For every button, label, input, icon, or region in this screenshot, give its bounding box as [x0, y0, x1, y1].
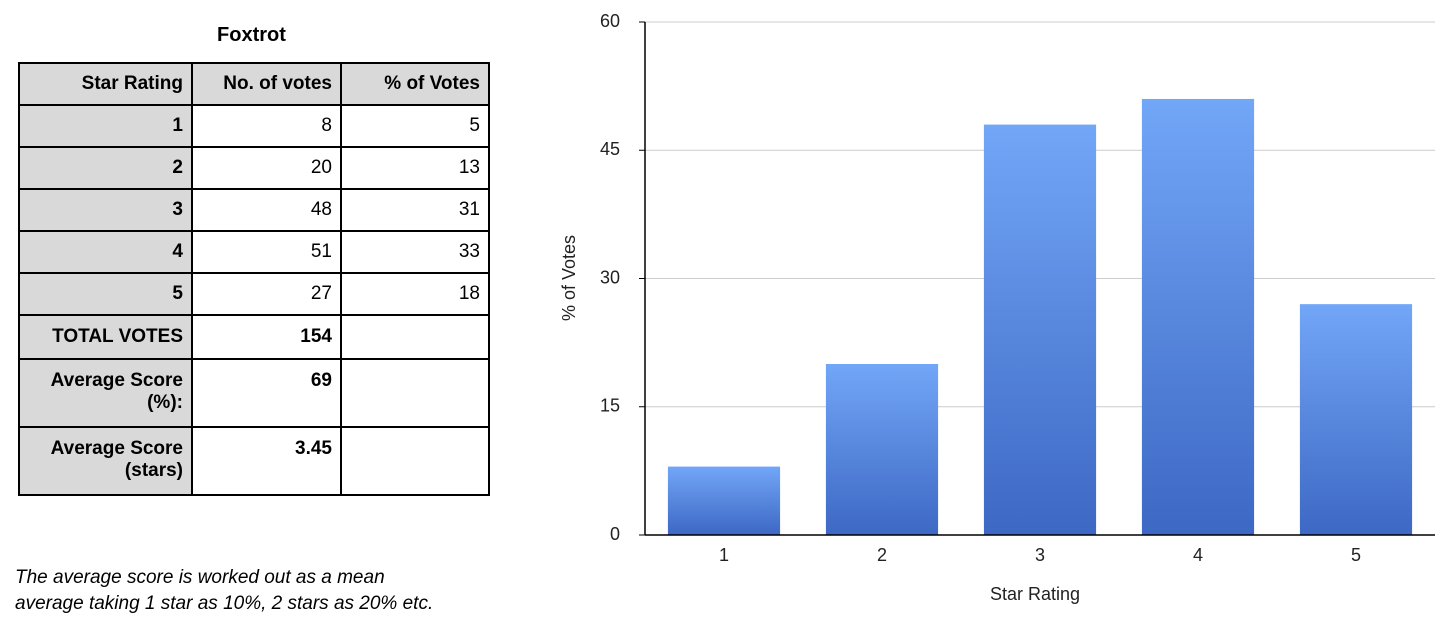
table-row: TOTAL VOTES 154: [18, 314, 490, 360]
table-cell: 13: [340, 146, 490, 190]
table-cell: 18: [340, 272, 490, 316]
table-cell: 4: [18, 230, 193, 274]
y-tick-label: 45: [600, 139, 620, 159]
table-cell: Average Score (%):: [18, 358, 193, 428]
table-row: 2 20 13: [18, 146, 490, 190]
table-cell: 5: [340, 104, 490, 148]
note-line: The average score is worked out as a mea…: [15, 567, 385, 588]
bar: [1299, 304, 1413, 535]
table-row: 4 51 33: [18, 230, 490, 274]
table-cell: 3: [18, 188, 193, 232]
table-row: Star Rating No. of votes% of Votes: [18, 62, 490, 106]
table-cell: 51: [191, 230, 342, 274]
x-tick-label: 4: [1193, 545, 1203, 565]
footnote: The average score is worked out as a mea…: [15, 565, 433, 617]
table-cell: Star Rating: [18, 62, 193, 106]
x-tick-label: 1: [719, 545, 729, 565]
table-cell: Average Score (stars): [18, 426, 193, 496]
bar: [1141, 98, 1255, 535]
table-cell: [340, 426, 490, 496]
x-tick-label: 5: [1351, 545, 1361, 565]
table-row: 3 48 31: [18, 188, 490, 232]
data-table: Star Rating No. of votes% of Votes 1 8 5 2 20 1…: [18, 62, 490, 496]
y-tick-label: 60: [600, 11, 620, 31]
y-tick-label: 30: [600, 267, 620, 287]
y-tick-label: 0: [610, 524, 620, 544]
table-cell: [340, 314, 490, 360]
table-cell: 69: [191, 358, 342, 428]
table-cell: TOTAL VOTES: [18, 314, 193, 360]
table-cell: [340, 358, 490, 428]
table-cell: 20: [191, 146, 342, 190]
table-cell: 154: [191, 314, 342, 360]
bar: [825, 364, 939, 535]
x-tick-label: 3: [1035, 545, 1045, 565]
table-cell: % of Votes: [340, 62, 490, 106]
table-cell: 1: [18, 104, 193, 148]
table-row: Average Score (stars) 3.45: [18, 426, 490, 496]
table-cell: 31: [340, 188, 490, 232]
table-title: Foxtrot: [217, 24, 286, 46]
y-tick-label: 15: [600, 396, 620, 416]
bar: [667, 466, 781, 535]
table-cell: No. of votes: [191, 62, 342, 106]
table-cell: 2: [18, 146, 193, 190]
table-cell: 27: [191, 272, 342, 316]
table-cell: 33: [340, 230, 490, 274]
table-row: 5 27 18: [18, 272, 490, 316]
table-cell: 48: [191, 188, 342, 232]
note-line: average taking 1 star as 10%, 2 stars as…: [15, 593, 434, 614]
table-cell: 5: [18, 272, 193, 316]
table-cell: 8: [191, 104, 342, 148]
table-cell: 3.45: [191, 426, 342, 496]
y-axis-label: % of Votes: [559, 235, 579, 321]
bar: [983, 124, 1097, 535]
x-axis-label: Star Rating: [990, 584, 1080, 604]
table-row: Average Score (%): 69: [18, 358, 490, 428]
x-tick-label: 2: [877, 545, 887, 565]
